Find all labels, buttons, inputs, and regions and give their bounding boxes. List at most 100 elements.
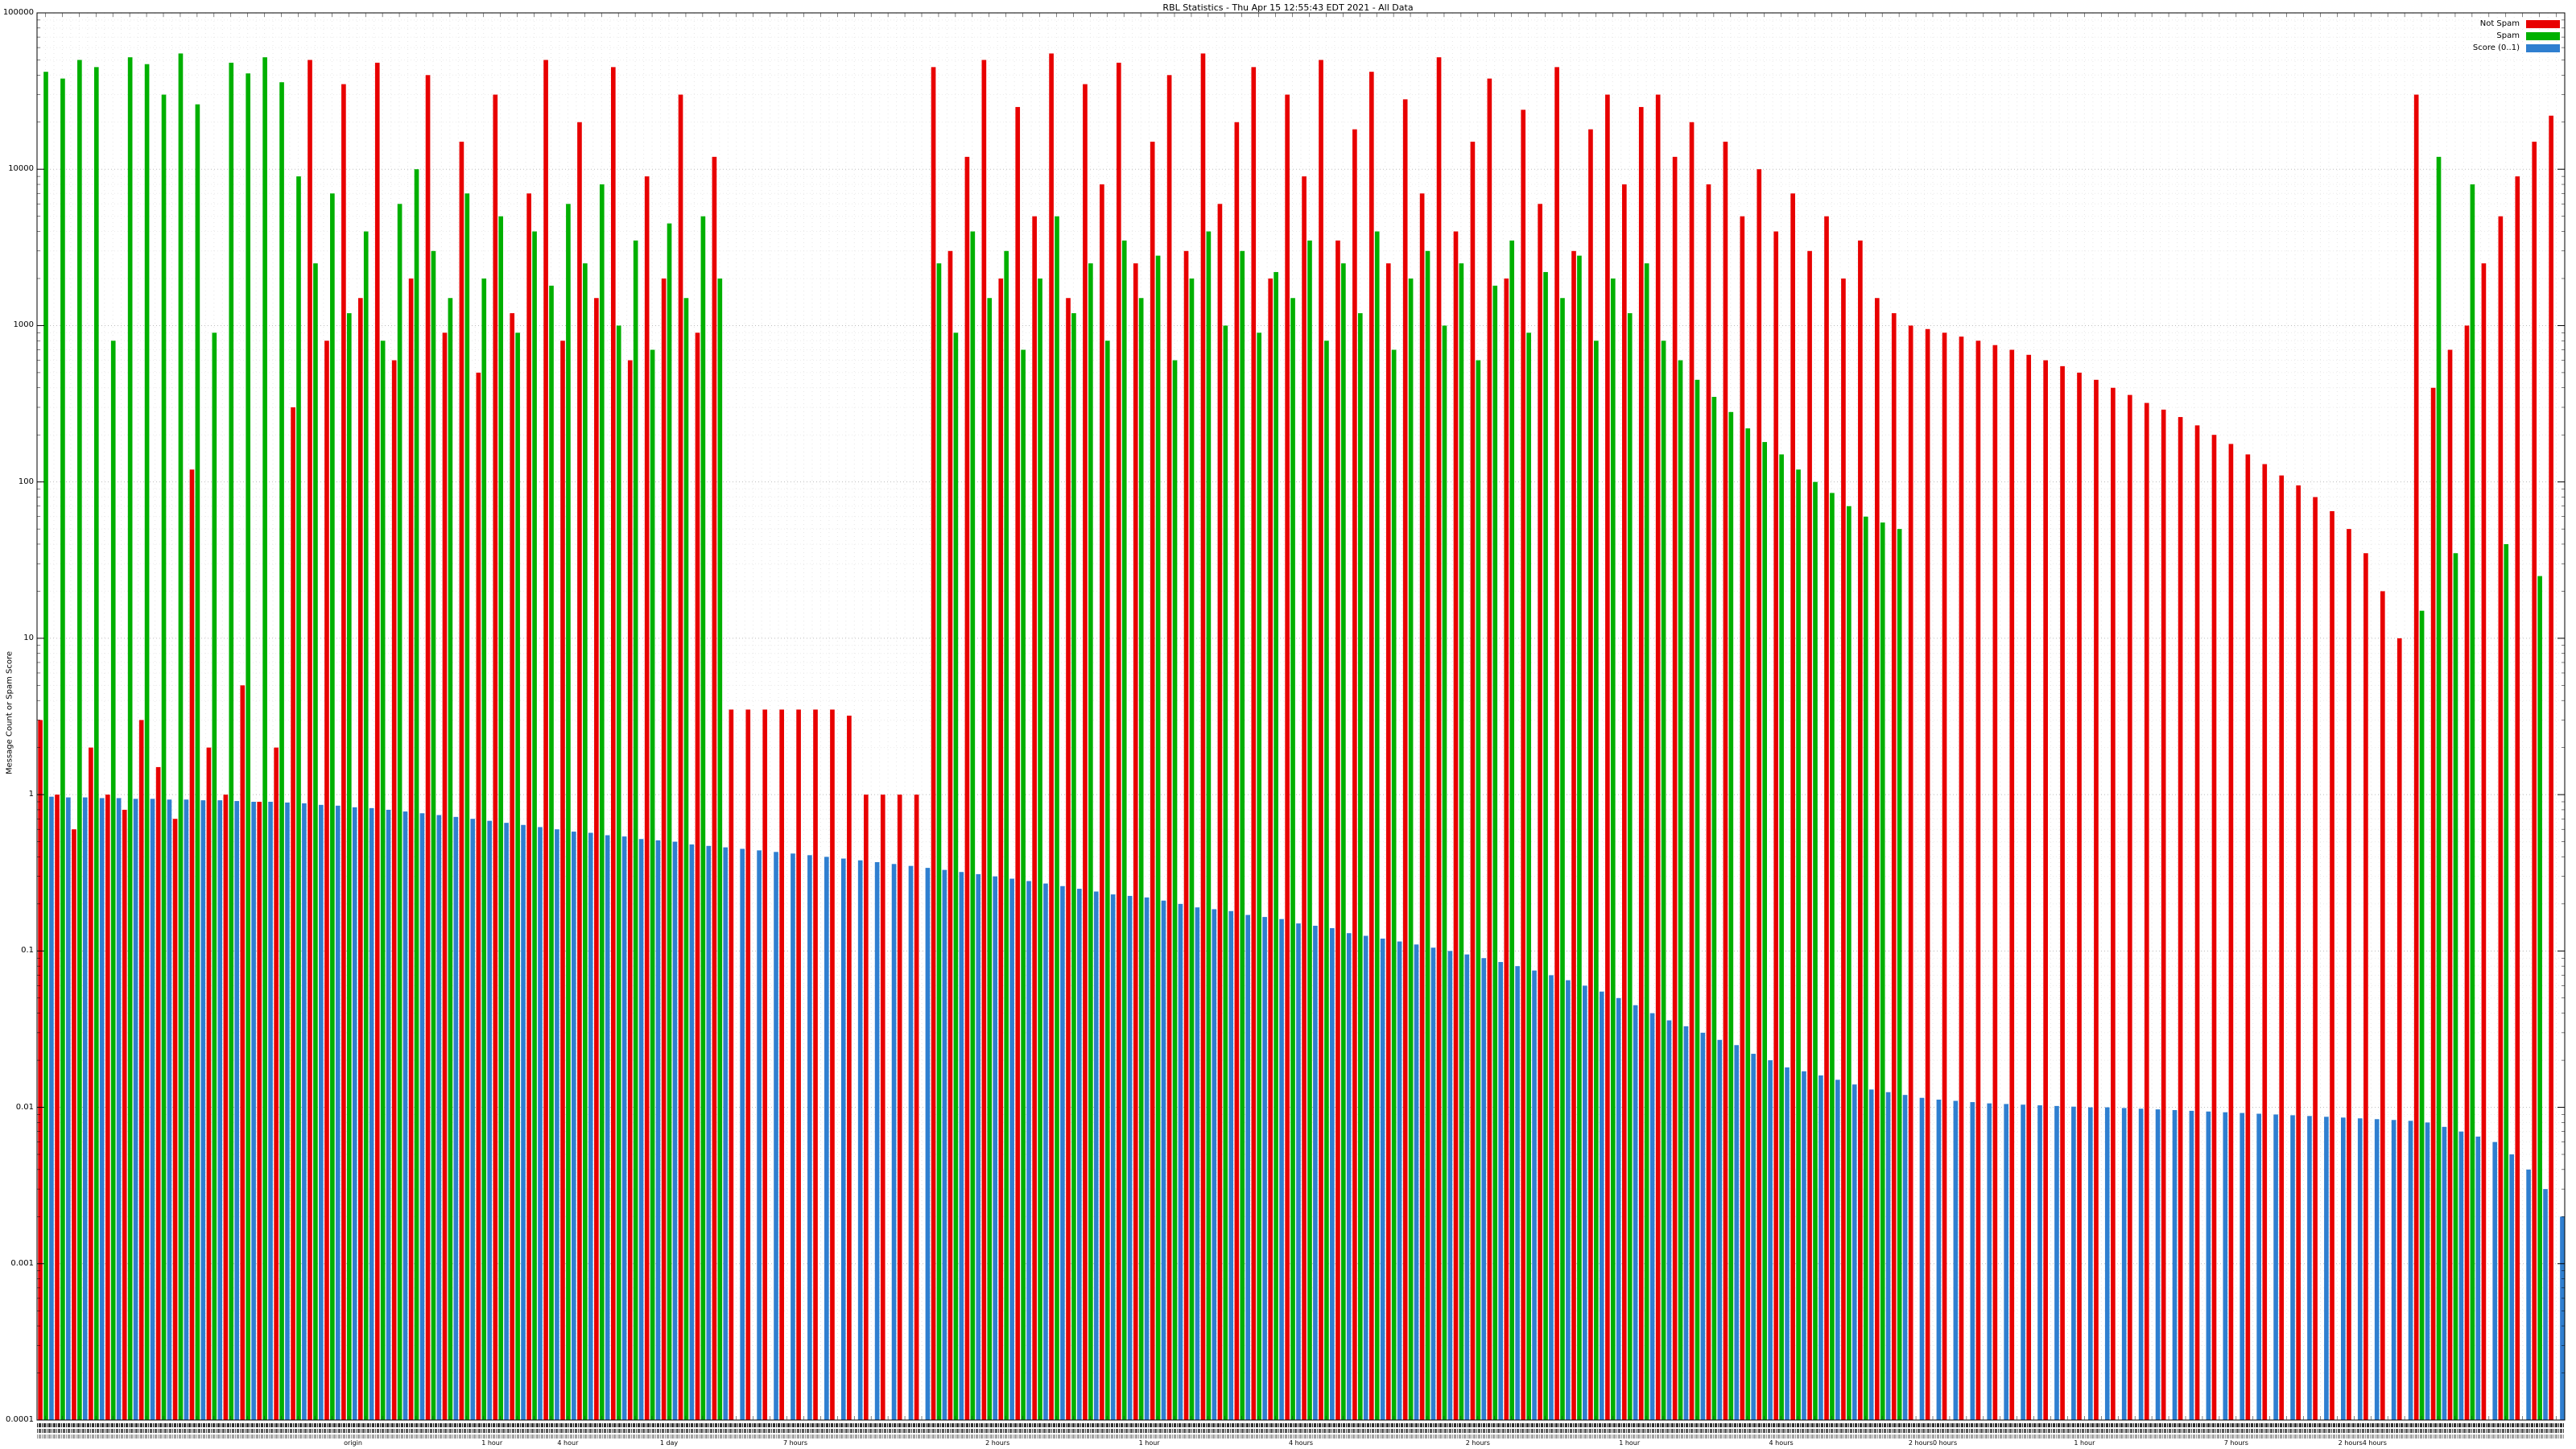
bar-score-0-1- — [2442, 1126, 2447, 1420]
x-axis-fragment: 1 hour — [1619, 1439, 1641, 1447]
bar-spam — [498, 216, 504, 1420]
bar-score-0-1- — [2357, 1118, 2363, 1420]
bar-spam — [262, 57, 267, 1421]
bar-not-spam — [1150, 142, 1155, 1421]
bar-spam — [110, 341, 116, 1421]
bar-not-spam — [2380, 591, 2385, 1421]
bar-spam — [1341, 263, 1346, 1420]
bar-not-spam — [1200, 53, 1206, 1420]
bar-score-0-1- — [2172, 1109, 2178, 1420]
bar-score-0-1- — [621, 836, 627, 1420]
bar-not-spam — [947, 250, 953, 1421]
bar-score-0-1- — [1802, 1071, 1806, 1420]
bar-not-spam — [678, 94, 683, 1420]
bar-not-spam — [1824, 216, 1829, 1420]
bar-not-spam — [1436, 57, 1442, 1421]
bar-not-spam — [510, 313, 515, 1420]
bar-not-spam — [1975, 341, 1981, 1421]
bar-not-spam — [560, 341, 565, 1421]
bar-score-0-1- — [2425, 1122, 2430, 1420]
bar-score-0-1- — [82, 797, 88, 1420]
bar-not-spam — [1992, 345, 1998, 1420]
bar-score-0-1- — [1902, 1095, 1908, 1420]
bar-spam — [1847, 506, 1852, 1420]
bar-score-0-1- — [1868, 1089, 1874, 1420]
bar-score-0-1- — [1296, 923, 1301, 1420]
bar-spam — [144, 64, 150, 1420]
bar-not-spam — [712, 156, 717, 1420]
bar-spam — [60, 78, 65, 1421]
bar-not-spam — [1672, 156, 1678, 1420]
bar-score-0-1- — [2088, 1107, 2093, 1420]
bar-score-0-1- — [2206, 1111, 2211, 1420]
bar-not-spam — [526, 193, 531, 1421]
bar-not-spam — [2009, 349, 2015, 1421]
bar-not-spam — [2532, 142, 2537, 1421]
bar-spam — [1257, 332, 1262, 1421]
bar-spam — [1391, 349, 1397, 1421]
bar-spam — [970, 231, 976, 1421]
bar-score-0-1- — [2155, 1109, 2161, 1420]
bar-not-spam — [2127, 394, 2132, 1420]
bar-not-spam — [1385, 263, 1391, 1420]
bar-spam — [717, 278, 723, 1420]
bar-spam — [380, 341, 386, 1421]
bar-score-0-1- — [66, 797, 71, 1420]
bar-not-spam — [1521, 109, 1526, 1421]
bar-score-0-1- — [1919, 1097, 1925, 1420]
bar-score-0-1- — [167, 799, 172, 1420]
bar-spam — [1357, 313, 1363, 1420]
legend-swatch-score-0-1- — [2526, 43, 2560, 52]
bar-spam — [1374, 231, 1380, 1421]
bar-spam — [1644, 263, 1649, 1420]
x-axis-fragment: 4 hours — [1769, 1439, 1794, 1447]
bar-score-0-1- — [2391, 1120, 2396, 1420]
bar-not-spam — [2026, 354, 2032, 1421]
bar-not-spam — [89, 747, 93, 1420]
bar-not-spam — [1234, 122, 1240, 1421]
bar-score-0-1- — [572, 832, 576, 1420]
bar-score-0-1- — [1195, 907, 1200, 1420]
bar-score-0-1- — [1515, 966, 1520, 1420]
bar-spam — [1796, 469, 1801, 1421]
bar-not-spam — [762, 709, 768, 1420]
bar-spam — [1830, 493, 1835, 1421]
bar-score-0-1- — [824, 857, 829, 1420]
bar-spam — [1577, 255, 1582, 1420]
bar-score-0-1- — [959, 872, 964, 1420]
bar-not-spam — [189, 469, 195, 1421]
bar-not-spam — [1757, 169, 1762, 1421]
bar-spam — [2537, 576, 2542, 1420]
bar-score-0-1- — [116, 798, 122, 1420]
bar-not-spam — [2296, 485, 2301, 1421]
bar-score-0-1- — [1768, 1060, 1773, 1420]
bar-score-0-1- — [234, 801, 239, 1420]
bar-spam — [1560, 298, 1565, 1420]
bar-spam — [1274, 271, 1278, 1420]
bar-not-spam — [1251, 67, 1257, 1420]
bar-score-0-1- — [1430, 947, 1436, 1420]
bar-score-0-1- — [774, 852, 778, 1420]
bar-spam — [1509, 240, 1515, 1420]
bar-score-0-1- — [1953, 1100, 1959, 1420]
bar-spam — [1678, 360, 1683, 1420]
bar-score-0-1- — [993, 876, 997, 1420]
bar-score-0-1- — [791, 853, 795, 1420]
bar-not-spam — [1166, 75, 1172, 1420]
bar-spam — [2504, 543, 2509, 1420]
bar-spam — [1071, 313, 1076, 1420]
bar-not-spam — [2194, 425, 2200, 1420]
bar-not-spam — [863, 795, 869, 1420]
bar-score-0-1- — [1835, 1080, 1840, 1420]
x-axis-fragments: origin 1 hour 4 hour 1 day 7 hours 2 hours 1 h… — [0, 1439, 2576, 1449]
bar-score-0-1- — [1532, 970, 1537, 1420]
bar-not-spam — [391, 360, 397, 1420]
bar-not-spam — [2515, 176, 2520, 1420]
x-axis-fragment: 2 hours0 hours — [1908, 1439, 1958, 1447]
bar-not-spam — [745, 709, 751, 1420]
bar-not-spam — [1066, 298, 1071, 1420]
x-axis-label-smear — [37, 1435, 2565, 1439]
bar-spam — [987, 298, 993, 1420]
bar-score-0-1- — [487, 820, 492, 1420]
bar-score-0-1- — [2121, 1108, 2127, 1420]
